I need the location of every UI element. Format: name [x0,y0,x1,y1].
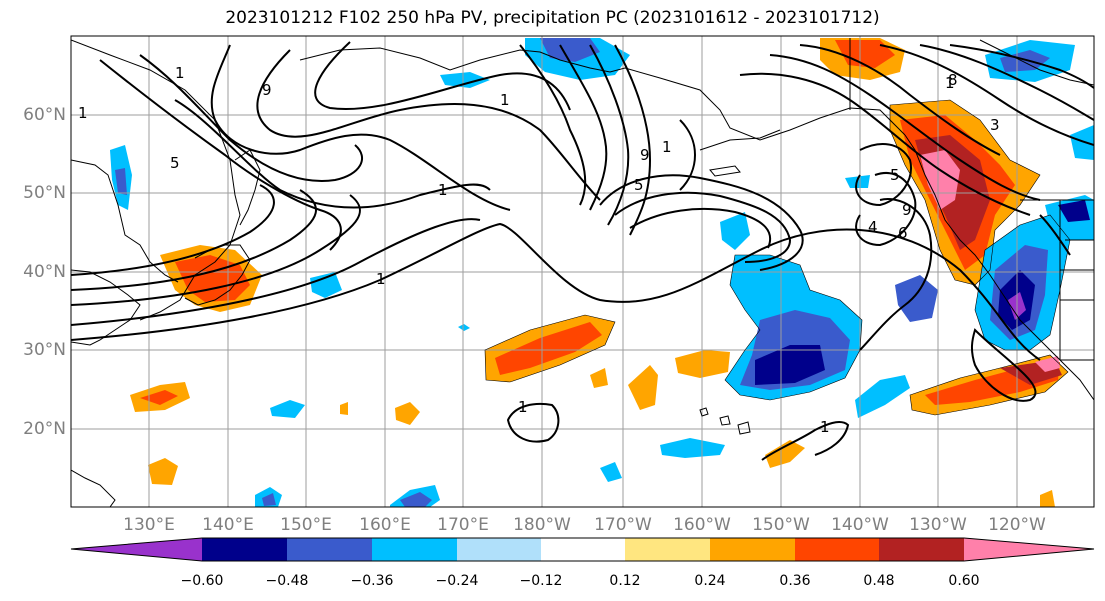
lon-label: 160°E [359,515,411,535]
colorbar [70,537,1095,562]
lon-label: 180°W [513,515,571,535]
contour-label: 1 [662,138,672,156]
map-area: 1 5 9 1 1 1 1 5 9 1 5 9 1 3 4 6 8 1 1 [71,36,1094,507]
contour-label: 9 [262,81,272,99]
colorbar-tick-label: −0.36 [350,573,394,589]
colorbar-tick-label: −0.60 [180,573,224,589]
lat-label: 20°N [23,419,66,439]
lon-label: 170°W [594,515,652,535]
lon-label: 140°W [831,515,889,535]
lon-label: 130°E [123,515,175,535]
lat-label: 60°N [23,105,66,125]
contour-label: 8 [948,71,958,89]
contour-label: 1 [945,74,955,92]
lon-label: 130°W [909,515,967,535]
lon-label: 160°W [673,515,731,535]
lon-label: 150°W [752,515,810,535]
lat-label: 30°N [23,340,66,360]
pv-contours [71,41,1094,461]
contour-label: 1 [820,418,830,436]
contour-label: 1 [175,64,185,82]
contour-labels: 1 5 9 1 1 1 1 5 9 1 5 9 1 3 4 6 8 1 1 [78,64,1000,436]
colorbar-tick-label: 0.36 [779,573,811,589]
contour-label: 1 [376,270,386,288]
lon-label: 170°E [437,515,489,535]
colorbar-tick-label: 0.12 [609,573,641,589]
lon-label: 150°E [280,515,332,535]
colorbar-tick-label: 0.60 [948,573,980,589]
colorbar-tick-label: 0.48 [863,573,895,589]
lon-label: 120°W [988,515,1046,535]
colorbar-tick-label: −0.48 [265,573,309,589]
contour-label: 5 [170,154,180,172]
graticule [71,36,1094,507]
contour-label: 1 [500,91,510,109]
contour-label: 1 [518,398,528,416]
contour-label: 5 [890,166,900,184]
precip-outlines [484,99,1071,416]
contour-label: 3 [990,116,1000,134]
map-title: 2023101212 F102 250 hPa PV, precipitatio… [225,8,880,28]
map-frame [70,35,1095,508]
contour-label: 1 [438,181,448,199]
contour-label: 9 [902,201,912,219]
contour-label: 4 [868,218,878,236]
contour-label: 9 [640,146,650,164]
contour-label: 1 [78,104,88,122]
lat-label: 40°N [23,262,66,282]
lat-label: 50°N [23,183,66,203]
lon-label: 140°E [202,515,254,535]
colorbar-tick-label: 0.24 [694,573,726,589]
contour-label: 6 [898,224,908,242]
colorbar-tick-label: −0.12 [519,573,563,589]
contour-label: 5 [634,176,644,194]
colorbar-tick-label: −0.24 [435,573,479,589]
